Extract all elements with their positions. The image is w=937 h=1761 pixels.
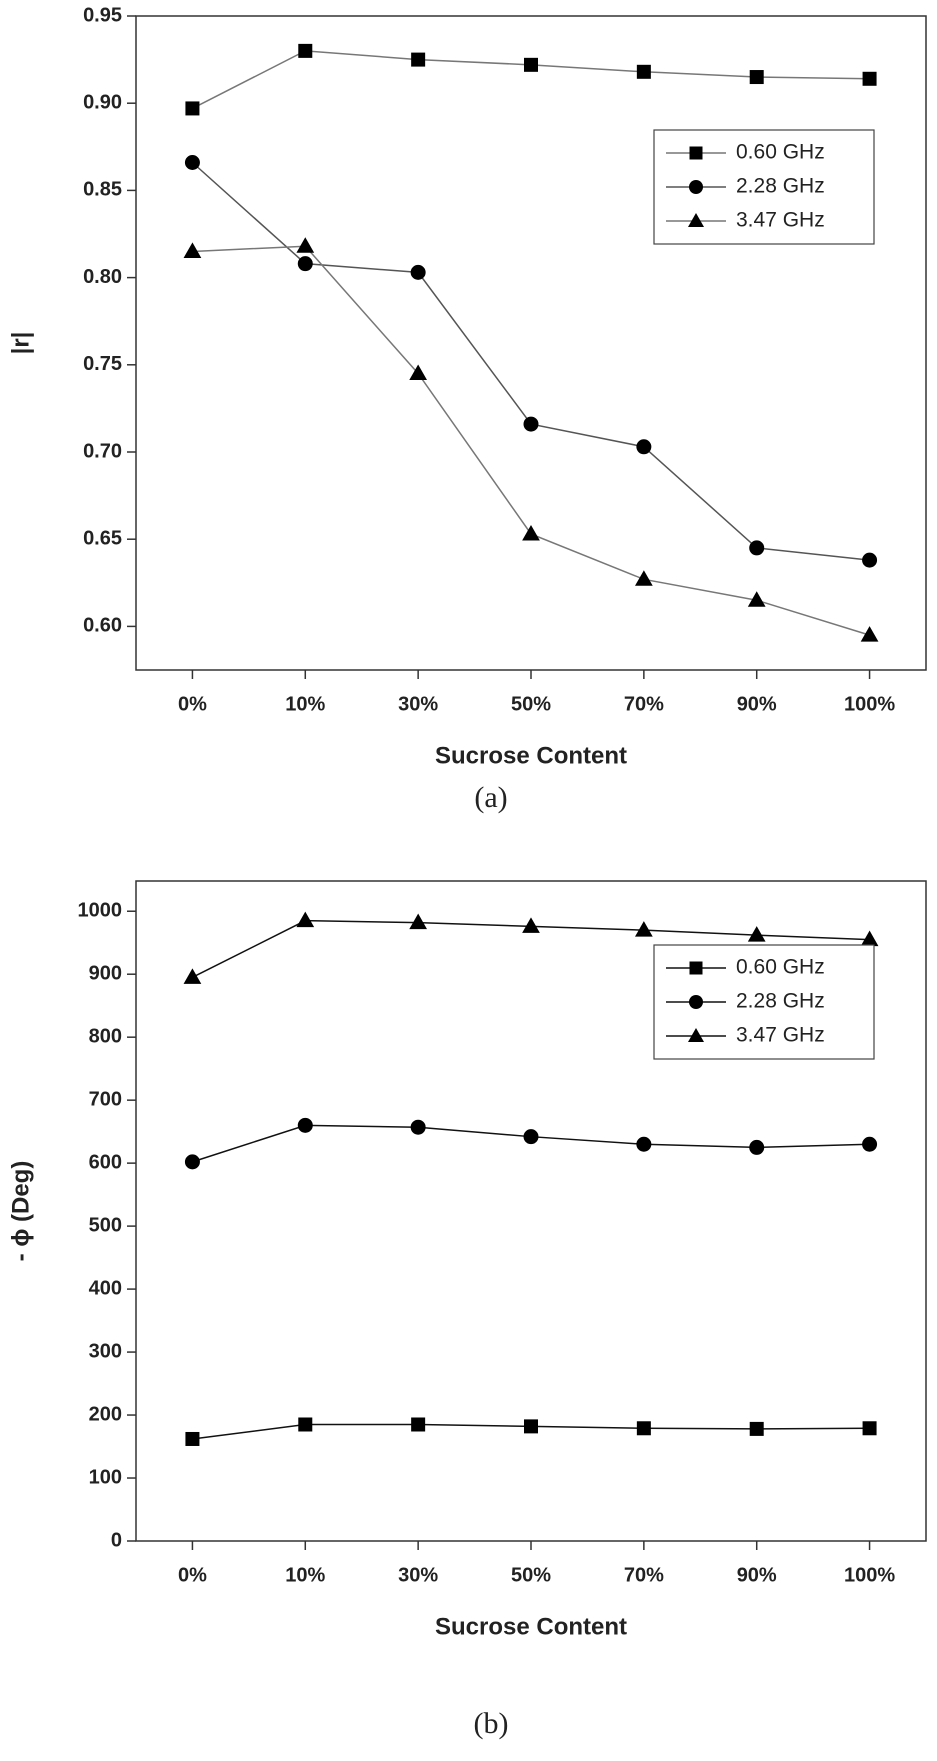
legend-label: 2.28 GHz <box>736 175 825 198</box>
x-tick-label: 50% <box>511 1564 551 1586</box>
marker <box>184 1154 200 1170</box>
marker <box>297 256 313 272</box>
x-tick-label: 70% <box>624 1564 664 1586</box>
marker <box>634 921 653 937</box>
x-tick-label: 50% <box>511 693 551 715</box>
x-tick-label: 70% <box>624 693 664 715</box>
x-axis-label: Sucrose Content <box>435 742 627 769</box>
marker <box>860 626 879 642</box>
marker <box>185 1431 200 1446</box>
marker <box>185 101 200 116</box>
legend-label: 2.28 GHz <box>736 990 825 1013</box>
x-axis-label: Sucrose Content <box>435 1613 627 1640</box>
legend-marker <box>688 1028 704 1042</box>
x-tick-label: 30% <box>398 693 438 715</box>
marker <box>862 71 877 86</box>
marker <box>184 154 200 170</box>
marker <box>409 913 428 930</box>
caption: (a) <box>474 781 507 814</box>
marker <box>409 364 428 381</box>
series-line <box>192 245 870 636</box>
y-tick-label: 0.65 <box>83 527 122 549</box>
x-tick-label: 10% <box>285 1564 325 1586</box>
y-tick-label: 0.75 <box>83 353 122 375</box>
y-axis-label: - ϕ (Deg) <box>7 1161 34 1262</box>
marker <box>862 1421 877 1436</box>
legend-marker <box>689 995 703 1009</box>
caption: (b) <box>474 1707 509 1740</box>
y-axis-label: |r| <box>7 332 34 355</box>
x-tick-label: 0% <box>178 1564 207 1586</box>
y-tick-label: 700 <box>89 1088 122 1110</box>
marker <box>749 70 764 85</box>
marker <box>862 552 878 568</box>
y-tick-label: 300 <box>89 1340 122 1362</box>
legend-marker <box>689 961 703 975</box>
legend-label: 0.60 GHz <box>736 956 825 979</box>
marker <box>522 524 540 541</box>
legend-marker <box>689 180 703 194</box>
y-tick-label: 800 <box>89 1025 122 1047</box>
marker <box>298 1417 313 1432</box>
y-tick-label: 0.95 <box>83 4 122 26</box>
x-tick-label: 90% <box>737 693 777 715</box>
marker <box>522 917 540 933</box>
marker <box>749 1139 765 1155</box>
y-tick-label: 200 <box>89 1403 122 1425</box>
marker <box>183 968 202 984</box>
y-tick-label: 0.60 <box>83 615 122 637</box>
x-tick-label: 0% <box>178 693 207 715</box>
legend-marker <box>689 146 703 160</box>
y-tick-label: 0 <box>111 1529 122 1551</box>
marker <box>634 570 653 586</box>
y-tick-label: 0.70 <box>83 440 122 462</box>
marker <box>410 264 426 280</box>
y-tick-label: 900 <box>89 962 122 984</box>
x-tick-label: 30% <box>398 1564 438 1586</box>
marker <box>636 1421 651 1436</box>
marker <box>524 1419 538 1434</box>
x-tick-label: 100% <box>844 1564 895 1586</box>
y-tick-label: 400 <box>89 1277 122 1299</box>
marker <box>636 439 652 455</box>
x-tick-label: 100% <box>844 693 895 715</box>
marker <box>749 1421 764 1436</box>
marker <box>747 591 766 607</box>
marker <box>524 57 538 72</box>
legend-label: 3.47 GHz <box>736 1024 825 1047</box>
legend-marker <box>688 213 704 227</box>
marker <box>411 1417 426 1432</box>
marker <box>636 64 651 79</box>
marker <box>747 926 766 942</box>
marker <box>749 540 765 556</box>
y-tick-label: 1000 <box>78 900 123 922</box>
marker <box>296 911 315 928</box>
marker <box>410 1119 426 1135</box>
marker <box>183 242 202 258</box>
y-tick-label: 500 <box>89 1214 122 1236</box>
legend-label: 3.47 GHz <box>736 209 825 232</box>
marker <box>523 416 539 432</box>
plot-frame <box>135 15 927 671</box>
marker <box>860 930 879 947</box>
legend-label: 0.60 GHz <box>736 141 825 164</box>
marker <box>298 43 313 58</box>
marker <box>411 52 426 67</box>
y-tick-label: 0.80 <box>83 266 122 288</box>
x-tick-label: 90% <box>737 1564 777 1586</box>
marker <box>297 1117 313 1133</box>
marker <box>523 1129 539 1145</box>
y-tick-label: 100 <box>89 1466 122 1488</box>
x-tick-label: 10% <box>285 693 325 715</box>
marker <box>296 237 315 253</box>
y-tick-label: 0.90 <box>83 91 122 113</box>
y-tick-label: 600 <box>89 1151 122 1173</box>
y-tick-label: 0.85 <box>83 179 122 201</box>
marker <box>862 1136 878 1152</box>
marker <box>636 1136 652 1152</box>
